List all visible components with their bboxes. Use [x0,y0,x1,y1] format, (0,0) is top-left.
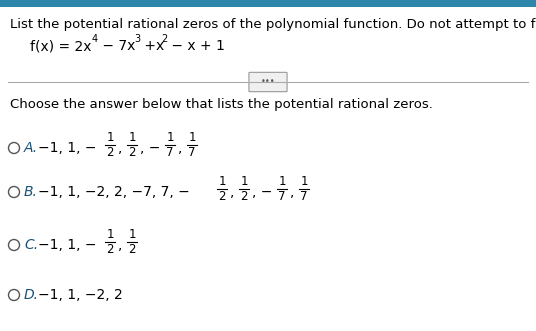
Text: , −: , − [140,141,160,155]
Text: 2: 2 [128,243,136,256]
Text: −1, 1, −2, 2, −7, 7, −: −1, 1, −2, 2, −7, 7, − [38,185,190,199]
Text: , −: , − [252,185,272,199]
Text: 1: 1 [106,228,114,241]
Text: − x + 1: − x + 1 [167,39,225,53]
Text: 7: 7 [300,190,308,203]
Text: 1: 1 [300,175,308,188]
Text: 1: 1 [278,175,286,188]
Text: 7: 7 [278,190,286,203]
Text: 1: 1 [188,131,196,144]
Text: f(x) = 2x: f(x) = 2x [30,39,92,53]
Text: 7: 7 [188,146,196,159]
Text: ,: , [118,238,122,252]
Text: D.: D. [24,288,39,302]
Text: − 7x: − 7x [98,39,136,53]
Text: 1: 1 [166,131,174,144]
Text: 2: 2 [161,34,167,44]
Text: 4: 4 [92,34,98,44]
Text: −1, 1, −2, 2: −1, 1, −2, 2 [38,288,123,302]
Text: 2: 2 [106,146,114,159]
Text: 1: 1 [218,175,226,188]
Text: −1, 1, −: −1, 1, − [38,141,96,155]
Text: 2: 2 [106,243,114,256]
Text: 1: 1 [106,131,114,144]
Text: 1: 1 [240,175,248,188]
Text: ,: , [178,141,182,155]
Text: 3: 3 [134,34,140,44]
FancyBboxPatch shape [249,72,287,92]
Text: 1: 1 [128,228,136,241]
Text: ,: , [290,185,294,199]
Text: ,: , [118,141,122,155]
Text: C.: C. [24,238,38,252]
Text: A.: A. [24,141,38,155]
Text: −1, 1, −: −1, 1, − [38,238,96,252]
Text: List the potential rational zeros of the polynomial function. Do not attempt to : List the potential rational zeros of the… [10,18,536,31]
Text: 7: 7 [166,146,174,159]
Text: •••: ••• [260,77,276,86]
Text: 2: 2 [218,190,226,203]
Text: 2: 2 [240,190,248,203]
Text: ,: , [230,185,234,199]
Text: 1: 1 [128,131,136,144]
Text: Choose the answer below that lists the potential rational zeros.: Choose the answer below that lists the p… [10,98,433,111]
Text: 2: 2 [128,146,136,159]
Text: B.: B. [24,185,38,199]
Bar [0,0,536,7]
Text: +x: +x [140,39,164,53]
